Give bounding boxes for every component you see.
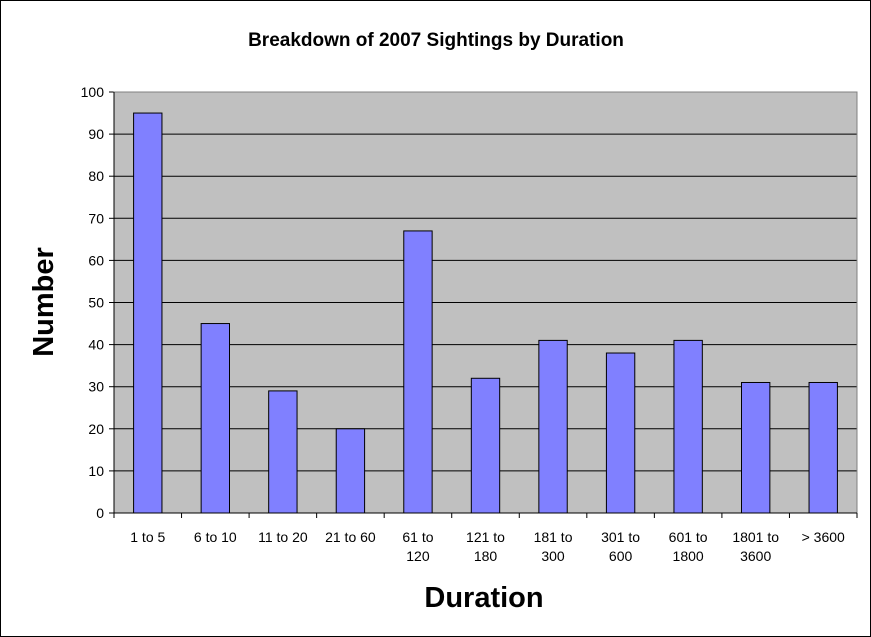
x-tick-label: 121 to	[466, 529, 505, 545]
bar	[335, 428, 366, 514]
y-tick-label: 100	[81, 84, 105, 100]
x-axis-title: Duration	[424, 582, 543, 614]
x-tick-label: 61 to	[402, 529, 433, 545]
x-tick-label: 601 to	[669, 529, 708, 545]
bar	[200, 323, 231, 514]
bar	[605, 352, 636, 514]
bar	[268, 390, 298, 514]
y-tick-label: 70	[88, 210, 104, 226]
x-tick-label: 181 to	[534, 529, 573, 545]
y-axis-title: Number	[28, 247, 60, 357]
bar	[808, 381, 838, 514]
y-tick-label: 20	[88, 421, 104, 437]
y-tick-label: 80	[88, 168, 104, 184]
x-tick-label: 180	[474, 548, 498, 564]
x-tick-label: 120	[406, 548, 430, 564]
y-tick-label: 60	[88, 252, 104, 268]
x-tick-label: 1800	[673, 548, 704, 564]
x-tick-label: 21 to 60	[325, 529, 376, 545]
y-tick-label: 30	[88, 379, 104, 395]
bars	[133, 112, 838, 514]
x-tick-label: 300	[541, 548, 565, 564]
x-tick-label: 1801 to	[732, 529, 779, 545]
chart-title: Breakdown of 2007 Sightings by Duration	[248, 30, 624, 51]
y-tick-label: 0	[96, 505, 104, 521]
x-tick-label: 6 to 10	[194, 529, 237, 545]
bar	[673, 339, 703, 514]
x-tick-label: 3600	[740, 548, 771, 564]
bar	[133, 112, 163, 514]
y-tick-label: 50	[88, 295, 104, 311]
x-tick-label: 301 to	[601, 529, 640, 545]
x-tick-label: 11 to 20	[258, 529, 308, 545]
x-tick-label: > 3600	[802, 529, 845, 545]
bar	[470, 377, 501, 514]
x-tick-label: 600	[609, 548, 633, 564]
bar	[740, 381, 771, 514]
bar	[403, 230, 433, 514]
x-tick-labels: 1 to 5 6 to 10 11 to 20 21 to 60 61 to 120 121…	[130, 529, 845, 564]
y-tick-label: 10	[88, 463, 104, 479]
y-tick-label: 40	[88, 337, 104, 353]
x-tick-label: 1 to 5	[130, 529, 165, 545]
axes	[109, 91, 858, 518]
y-tick-label: 90	[88, 126, 104, 142]
bar	[538, 339, 568, 514]
y-tick-labels: 0 10 20 30 40 50 60 70 80 90 100	[81, 84, 105, 521]
